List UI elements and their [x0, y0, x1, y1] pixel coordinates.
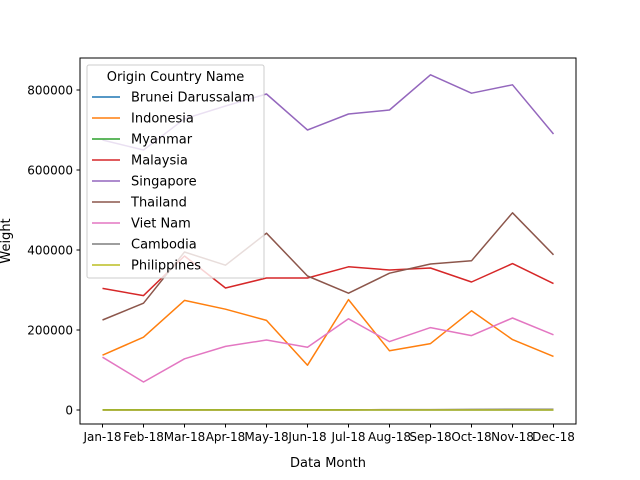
- legend-label-cambodia: Cambodia: [131, 238, 197, 253]
- x-tick-label: Aug-18: [368, 430, 411, 444]
- x-tick-label: Oct-18: [451, 430, 491, 444]
- legend-label-philippines: Philippines: [131, 259, 201, 274]
- x-tick-label: Dec-18: [532, 430, 575, 444]
- x-tick-label: Jan-18: [82, 430, 121, 444]
- y-tick-label: 0: [65, 404, 73, 418]
- y-axis-label: Weight: [0, 218, 14, 263]
- legend-label-malaysia: Malaysia: [131, 154, 188, 169]
- y-tick-label: 400000: [27, 244, 73, 258]
- plot-frame: [79, 57, 577, 425]
- y-axis: 0 200000 400000 600000 800000: [27, 84, 80, 418]
- y-tick-label: 800000: [27, 84, 73, 98]
- x-tick-label: Jul-18: [330, 430, 365, 444]
- legend-label-myanmar: Myanmar: [131, 133, 193, 148]
- x-tick-label: Mar-18: [164, 430, 205, 444]
- x-axis-label: Data Month: [290, 456, 366, 471]
- x-tick-label: Jun-18: [287, 430, 326, 444]
- legend: Origin Country Name Brunei Darussalam Ind…: [86, 64, 265, 279]
- x-axis: Jan-18 Feb-18 Mar-18 Apr-18 May-18 Jun-18 Jul-…: [82, 424, 575, 444]
- legend-box: [86, 64, 265, 279]
- legend-label-viet-nam: Viet Nam: [131, 217, 191, 232]
- y-tick-label: 200000: [27, 324, 73, 338]
- legend-label-indonesia: Indonesia: [131, 112, 194, 127]
- series-line-viet-nam: [102, 317, 554, 383]
- x-tick-label: Apr-18: [206, 430, 246, 444]
- legend-label-singapore: Singapore: [131, 175, 197, 190]
- legend-items: Brunei Darussalam Indonesia Myanmar Malaysi…: [92, 91, 255, 274]
- y-tick-label: 600000: [27, 164, 73, 178]
- legend-label-thailand: Thailand: [130, 196, 187, 211]
- legend-label-brunei-darussalam: Brunei Darussalam: [131, 91, 255, 106]
- x-tick-label: Nov-18: [491, 430, 534, 444]
- x-tick-label: Feb-18: [123, 430, 164, 444]
- x-tick-label: May-18: [244, 430, 288, 444]
- x-tick-label: Sep-18: [409, 430, 451, 444]
- legend-title: Origin Country Name: [107, 70, 245, 85]
